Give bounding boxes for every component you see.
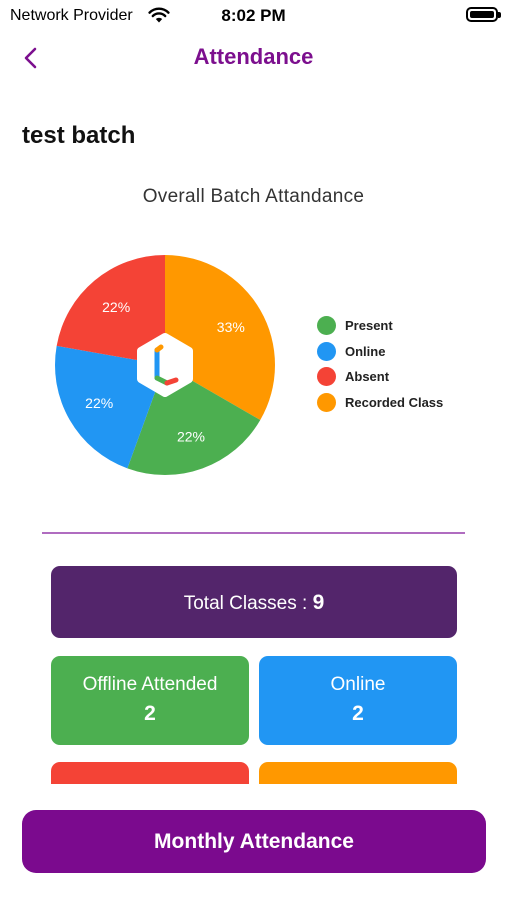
carrier-name: Network Provider — [10, 7, 133, 24]
recorded-class-card[interactable] — [259, 762, 457, 784]
pie-label-present: 22% — [177, 428, 205, 444]
status-bar: Network Provider 8:02 PM — [0, 0, 507, 34]
pie-label-recorded-class: 33% — [217, 319, 245, 335]
battery-icon — [466, 7, 501, 22]
legend-item-online: Online — [317, 339, 443, 365]
page-title: Attendance — [193, 44, 314, 69]
total-classes-label: Total Classes : — [183, 593, 313, 614]
chart-title: Overall Batch Attandance — [142, 186, 365, 207]
attendance-pie-chart: 33% 22% 22% 22% — [54, 255, 275, 475]
nav-bar: Attendance — [0, 38, 507, 78]
legend-item-absent: Absent — [317, 364, 443, 390]
divider — [42, 532, 465, 534]
offline-attended-card[interactable]: Offline Attended 2 — [51, 656, 249, 745]
total-classes-card[interactable]: Total Classes : 9 — [51, 566, 457, 638]
legend-item-recorded-class: Recorded Class — [317, 390, 443, 416]
legend-label: Recorded Class — [345, 394, 444, 410]
offline-attended-value: 2 — [144, 702, 156, 725]
legend-label: Present — [345, 318, 393, 334]
scroll-clipped-cards — [51, 762, 457, 784]
clock: 8:02 PM — [221, 6, 286, 25]
chevron-left-icon[interactable] — [20, 46, 42, 70]
wifi-icon — [148, 7, 170, 23]
legend-swatch — [317, 316, 336, 336]
legend-item-present: Present — [317, 313, 443, 339]
legend-swatch — [317, 392, 336, 412]
monthly-attendance-button[interactable]: Monthly Attendance — [22, 810, 486, 873]
pie-label-absent: 22% — [102, 299, 130, 315]
online-card[interactable]: Online 2 — [259, 656, 457, 745]
legend-swatch — [317, 367, 336, 387]
legend-swatch — [317, 341, 336, 361]
batch-name: test batch — [22, 122, 136, 149]
chart-legend: Present Online Absent Recorded Class — [317, 313, 443, 415]
total-classes-value: 9 — [312, 591, 325, 614]
offline-attended-label: Offline Attended — [82, 674, 218, 695]
online-value: 2 — [352, 702, 364, 725]
pie-label-online: 22% — [85, 395, 113, 411]
legend-label: Absent — [345, 369, 390, 385]
app-logo-icon — [137, 333, 193, 397]
pie-slice-absent — [56, 255, 166, 365]
legend-label: Online — [345, 343, 386, 359]
absent-card[interactable] — [51, 762, 249, 784]
total-classes-line: Total Classes : 9 — [51, 591, 457, 615]
online-label: Online — [330, 674, 386, 695]
